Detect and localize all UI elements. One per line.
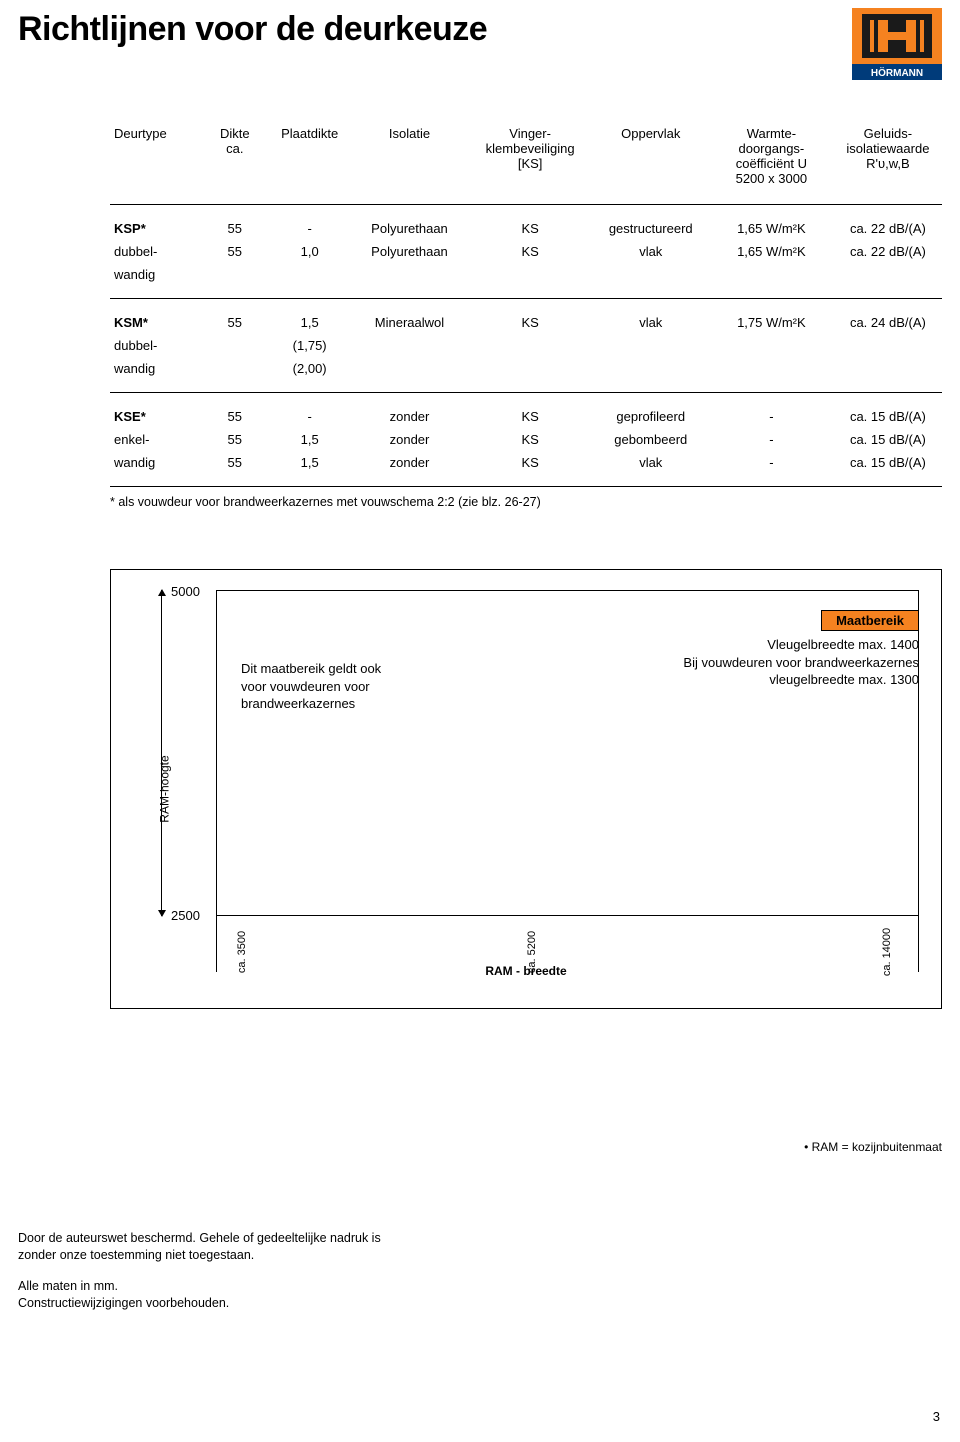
maatbereik-badge: Maatbereik	[821, 610, 919, 631]
th-geluid: Geluids-isolatiewaardeR'υ,w,B	[834, 120, 942, 205]
table-row: enkel- 551,5 zonderKS gebombeerd- ca. 15…	[110, 428, 942, 451]
table-row: KSM* 551,5 MineraalwolKS vlak1,75 W/m²K …	[110, 299, 942, 335]
th-oppervlak: Oppervlak	[593, 120, 709, 205]
content-area: Deurtype Dikteca. Plaatdikte Isolatie Vi…	[110, 120, 942, 1009]
table-row: KSE* 55- zonderKS geprofileerd- ca. 15 d…	[110, 393, 942, 429]
brand-logo: HÖRMANN	[852, 8, 942, 83]
th-plaatdikte: Plaatdikte	[268, 120, 351, 205]
maatbereik-text: Vleugelbreedte max. 1400 Bij vouwdeuren …	[683, 636, 919, 689]
y-min-label: 2500	[171, 908, 200, 923]
table-row: KSP* 55- PolyurethaanKS gestructureerd1,…	[110, 205, 942, 241]
page-title: Richtlijnen voor de deurkeuze	[18, 10, 487, 49]
page-number: 3	[933, 1409, 940, 1424]
th-deurtype: Deurtype	[110, 120, 202, 205]
th-warmte: Warmte-doorgangs-coëfficiënt U5200 x 300…	[709, 120, 834, 205]
y-max-label: 5000	[171, 584, 200, 599]
x-axis-label: RAM - breedte	[485, 964, 566, 978]
table-row: dubbel- (1,75)	[110, 334, 942, 357]
x-tick-14000: ca. 14000	[881, 928, 893, 976]
table-row: wandig 551,5 zonderKS vlak- ca. 15 dB/(A…	[110, 451, 942, 487]
footnote: * als vouwdeur voor brandweerkazernes me…	[110, 495, 942, 509]
th-vinger: Vinger-klembeveiliging[KS]	[468, 120, 593, 205]
th-isolatie: Isolatie	[351, 120, 467, 205]
y-axis-label: RAM-hoogte	[158, 755, 172, 822]
svg-text:HÖRMANN: HÖRMANN	[871, 66, 923, 79]
spec-table: Deurtype Dikteca. Plaatdikte Isolatie Vi…	[110, 120, 942, 487]
diagram-note: Dit maatbereik geldt ook voor vouwdeuren…	[241, 660, 381, 713]
th-dikte: Dikteca.	[202, 120, 269, 205]
footer-text: Door de auteurswet beschermd. Gehele of …	[18, 1230, 398, 1326]
table-row: wandig (2,00)	[110, 357, 942, 393]
table-row: wandig	[110, 263, 942, 299]
table-row: dubbel- 551,0 PolyurethaanKS vlak1,65 W/…	[110, 240, 942, 263]
ram-abbrev-note: • RAM = kozijnbuitenmaat	[804, 1140, 942, 1154]
x-tick-3500: ca. 3500	[236, 931, 248, 973]
range-diagram: 5000 Dit maatbereik geldt ook voor vouwd…	[110, 569, 942, 1009]
